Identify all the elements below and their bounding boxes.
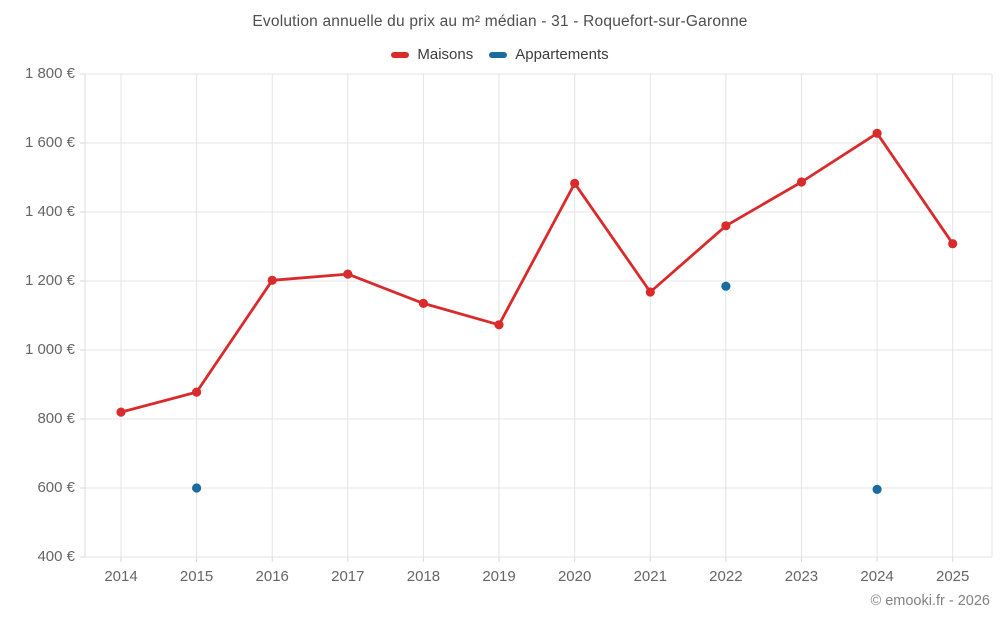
maisons-data-point	[192, 387, 202, 397]
x-axis-label: 2016	[255, 568, 289, 585]
appartements-data-point	[872, 484, 882, 494]
y-axis-label: 1 800 €	[24, 65, 75, 82]
y-axis-label: 1 400 €	[24, 203, 75, 220]
y-axis-label: 1 600 €	[24, 134, 75, 151]
x-axis-label: 2017	[331, 568, 365, 585]
legend-item-appartements[interactable]: Appartements	[489, 46, 609, 63]
x-axis-label: 2023	[784, 568, 819, 585]
legend-label-appartements: Appartements	[515, 46, 609, 63]
maisons-data-point	[494, 320, 504, 330]
copyright-note: © emooki.fr - 2026	[870, 593, 990, 609]
x-axis-label: 2019	[482, 568, 516, 585]
y-axis-label: 600 €	[37, 479, 75, 496]
maisons-data-point	[721, 221, 731, 231]
chart-title: Evolution annuelle du prix au m² médian …	[252, 13, 748, 30]
maisons-series-swatch-icon	[391, 51, 410, 58]
x-axis-label: 2024	[860, 568, 894, 585]
x-axis-label: 2025	[936, 568, 970, 585]
maisons-data-point	[796, 177, 807, 187]
maisons-data-point	[645, 287, 655, 297]
legend-label-maisons: Maisons	[417, 46, 474, 63]
x-axis-label: 2018	[406, 568, 441, 585]
x-axis-label: 2014	[104, 568, 138, 585]
x-axis-label: 2021	[633, 568, 667, 585]
maisons-data-point	[267, 275, 277, 285]
legend-item-maisons[interactable]: Maisons	[391, 46, 473, 63]
appartements-data-point	[192, 483, 202, 493]
chart-legend: Maisons Appartements	[0, 46, 1000, 63]
appartements-series-swatch-icon	[489, 51, 508, 58]
x-axis-label: 2022	[709, 568, 743, 585]
y-axis-label: 1 000 €	[24, 341, 75, 358]
maisons-line	[119, 131, 955, 414]
maisons-data-point	[418, 298, 428, 308]
x-axis-label: 2015	[179, 568, 214, 585]
y-axis-label: 400 €	[37, 548, 75, 565]
maisons-data-point	[343, 269, 353, 279]
x-axis-label: 2020	[557, 568, 592, 585]
maisons-data-point	[570, 178, 580, 188]
y-axis-label: 1 200 €	[24, 272, 75, 289]
maisons-data-point	[872, 128, 882, 138]
maisons-data-point	[116, 407, 126, 417]
y-axis-label: 800 €	[37, 410, 75, 427]
appartements-data-point	[721, 281, 731, 291]
maisons-data-point	[948, 239, 958, 249]
